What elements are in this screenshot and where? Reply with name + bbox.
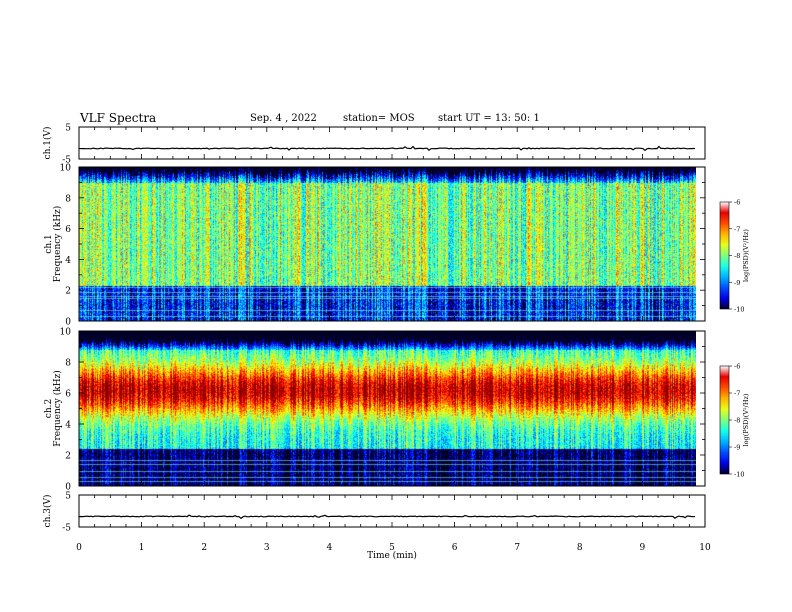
colorbar-tick-label: -7: [734, 390, 740, 398]
colorbar-tick-label: -6: [734, 363, 740, 371]
x-tick-label: 2: [201, 543, 207, 553]
colorbar-tick-label: -9: [734, 279, 740, 287]
y-tick-label: 5: [65, 492, 71, 502]
y-tick-label: 0: [65, 483, 71, 493]
ch3-waveform-line: [78, 514, 696, 520]
y-tick-label: 6: [65, 225, 71, 235]
colorbar-tick-label: -6: [734, 199, 740, 207]
x-tick-label: 7: [514, 543, 520, 553]
y-tick-label: 2: [65, 287, 71, 297]
y-tick-label: 0: [65, 318, 71, 328]
y-tick-label: 5: [65, 124, 71, 134]
colorbar-tick-label: -8: [734, 252, 740, 260]
figure-title: VLF Spectra: [80, 111, 157, 125]
colorbar-tick-label: -7: [734, 225, 740, 233]
y-axis-label-channel: ch.1: [44, 234, 54, 253]
ch2-spectrogram-image: [79, 331, 696, 486]
y-axis-label-frequency: Frequency (kHz): [52, 206, 63, 283]
colorbar-ch2: [719, 365, 730, 475]
y-tick-label: -5: [62, 524, 71, 534]
x-tick-label: 10: [699, 543, 711, 553]
x-tick-label: 9: [640, 543, 646, 553]
y-axis-label: ch.3(V): [42, 495, 53, 528]
colorbar-tick-label: -9: [734, 444, 740, 452]
colorbar-tick-label: -10: [734, 306, 744, 314]
x-tick-label: 4: [327, 543, 333, 553]
date-label: Sep. 4 , 2022: [250, 113, 317, 124]
y-tick-label: 8: [65, 194, 71, 204]
y-tick-label: 4: [65, 421, 71, 431]
y-axis-label-frequency: Frequency (kHz): [52, 370, 63, 447]
colorbar-tick-label: -10: [734, 471, 744, 479]
ch1-waveform-line: [78, 145, 695, 152]
y-tick-label: 8: [65, 359, 71, 369]
colorbar-ch1: [719, 201, 730, 310]
x-tick-label: 8: [577, 543, 583, 553]
x-axis-label: Time (min): [367, 550, 417, 561]
y-tick-label: 4: [65, 256, 71, 266]
colorbar-label: log(PSD)(V²/Hz): [742, 229, 750, 282]
ch1-spectrogram-image: [79, 167, 696, 321]
x-tick-label: 5: [389, 543, 395, 553]
y-tick-label: 10: [60, 164, 72, 174]
y-tick-label: -5: [62, 156, 71, 166]
station-label: station= MOS: [343, 113, 415, 124]
y-axis-label: ch.1(V): [42, 127, 53, 160]
y-tick-label: 2: [65, 452, 71, 462]
y-axis-label-channel: ch.2: [44, 399, 54, 418]
x-tick-label: 1: [139, 543, 145, 553]
x-tick-label: 6: [452, 543, 458, 553]
colorbar-tick-label: -8: [734, 417, 740, 425]
start-time-label: start UT = 13: 50: 1: [438, 113, 540, 124]
y-tick-label: 10: [60, 328, 72, 338]
x-tick-label: 3: [264, 543, 270, 553]
x-tick-label: 0: [76, 543, 82, 553]
y-tick-label: 6: [65, 390, 71, 400]
colorbar-label: log(PSD)(V²/Hz): [742, 393, 750, 446]
